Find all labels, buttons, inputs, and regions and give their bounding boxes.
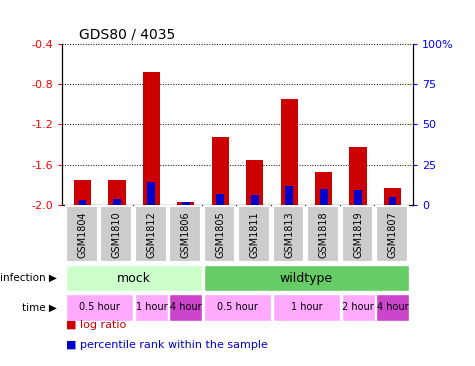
- Bar: [354, 190, 362, 205]
- Text: GSM1819: GSM1819: [353, 211, 363, 258]
- Text: GSM1807: GSM1807: [388, 211, 398, 258]
- Bar: [204, 265, 409, 291]
- Bar: [169, 206, 201, 262]
- Text: GDS80 / 4035: GDS80 / 4035: [79, 27, 176, 41]
- Bar: [100, 206, 132, 262]
- Bar: [135, 206, 167, 262]
- Text: GSM1811: GSM1811: [250, 211, 260, 258]
- Text: GSM1812: GSM1812: [146, 211, 156, 258]
- Bar: [389, 197, 397, 205]
- Text: 1 hour: 1 hour: [135, 302, 167, 313]
- Text: GSM1818: GSM1818: [319, 211, 329, 258]
- Bar: [350, 146, 367, 205]
- Bar: [217, 194, 224, 205]
- Bar: [342, 206, 373, 262]
- Bar: [147, 182, 155, 205]
- Text: 4 hour: 4 hour: [170, 302, 201, 313]
- Text: GSM1810: GSM1810: [112, 211, 122, 258]
- Bar: [281, 99, 298, 205]
- Bar: [169, 294, 202, 321]
- Bar: [246, 160, 263, 205]
- Bar: [376, 294, 409, 321]
- Bar: [251, 195, 258, 205]
- Bar: [135, 294, 168, 321]
- Bar: [342, 294, 375, 321]
- Text: 2 hour: 2 hour: [342, 302, 374, 313]
- Text: GSM1813: GSM1813: [284, 211, 294, 258]
- Bar: [315, 172, 332, 205]
- Text: GSM1806: GSM1806: [181, 211, 191, 258]
- Bar: [204, 206, 236, 262]
- Text: 0.5 hour: 0.5 hour: [217, 302, 258, 313]
- Bar: [285, 186, 293, 205]
- Text: 0.5 hour: 0.5 hour: [79, 302, 120, 313]
- Text: ■ percentile rank within the sample: ■ percentile rank within the sample: [66, 340, 268, 350]
- Text: GSM1805: GSM1805: [215, 211, 225, 258]
- Bar: [273, 294, 340, 321]
- Text: 1 hour: 1 hour: [291, 302, 322, 313]
- Text: time ▶: time ▶: [22, 302, 57, 313]
- Bar: [78, 200, 86, 205]
- Text: mock: mock: [117, 272, 151, 285]
- Bar: [204, 294, 271, 321]
- Bar: [320, 189, 328, 205]
- Text: ■ log ratio: ■ log ratio: [66, 320, 127, 330]
- Bar: [238, 206, 270, 262]
- Bar: [74, 180, 91, 205]
- Text: GSM1804: GSM1804: [77, 211, 87, 258]
- Bar: [212, 137, 229, 205]
- Bar: [142, 72, 160, 205]
- Bar: [307, 206, 339, 262]
- Bar: [376, 206, 408, 262]
- Text: wildtype: wildtype: [280, 272, 333, 285]
- Bar: [384, 188, 401, 205]
- Text: 4 hour: 4 hour: [377, 302, 408, 313]
- Bar: [273, 206, 304, 262]
- Bar: [108, 180, 125, 205]
- Bar: [113, 198, 121, 205]
- Text: infection ▶: infection ▶: [0, 273, 57, 283]
- Bar: [182, 202, 190, 205]
- Bar: [66, 294, 133, 321]
- Bar: [66, 265, 202, 291]
- Bar: [177, 202, 194, 205]
- Bar: [66, 206, 97, 262]
